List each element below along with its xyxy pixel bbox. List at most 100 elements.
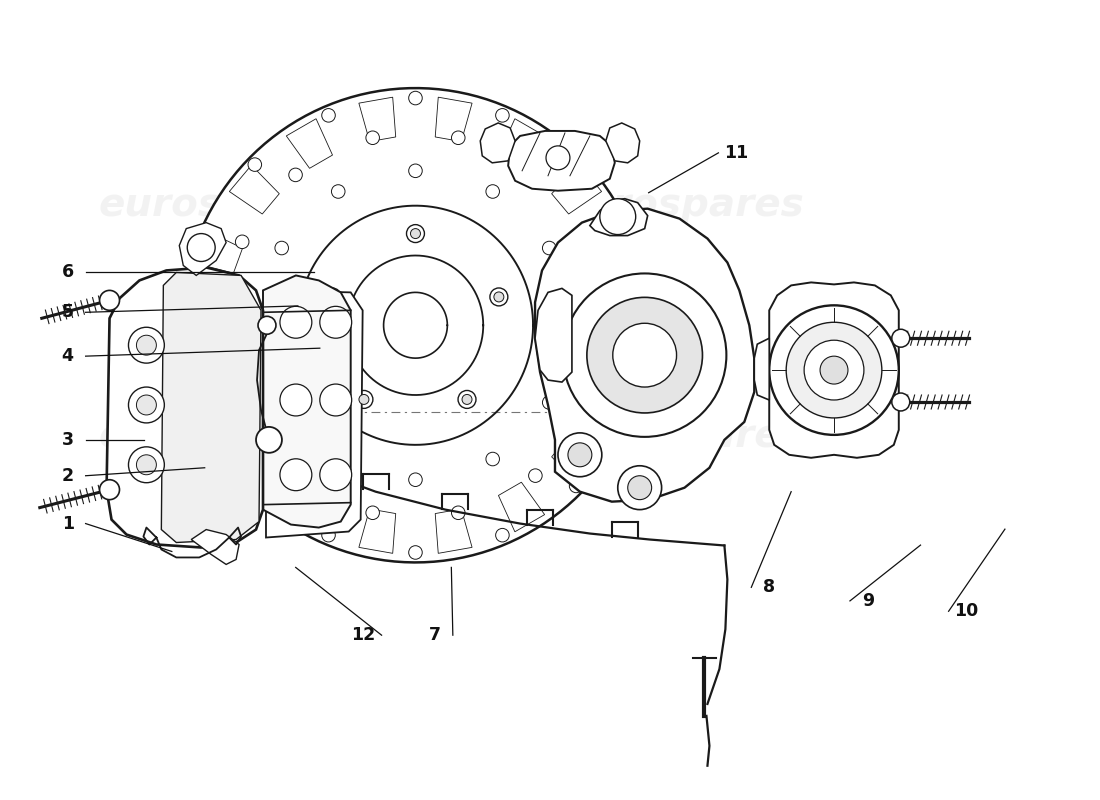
Circle shape bbox=[321, 109, 336, 122]
Circle shape bbox=[323, 288, 341, 306]
Circle shape bbox=[129, 327, 164, 363]
Circle shape bbox=[331, 452, 345, 466]
Circle shape bbox=[568, 443, 592, 466]
Circle shape bbox=[100, 290, 120, 310]
Text: 3: 3 bbox=[62, 431, 74, 449]
Text: 5: 5 bbox=[62, 303, 74, 322]
Circle shape bbox=[235, 235, 249, 249]
Circle shape bbox=[136, 395, 156, 415]
Circle shape bbox=[821, 356, 848, 384]
Circle shape bbox=[892, 330, 910, 347]
Circle shape bbox=[570, 158, 583, 171]
Text: 8: 8 bbox=[763, 578, 776, 596]
Circle shape bbox=[320, 306, 352, 338]
Text: 4: 4 bbox=[62, 347, 74, 365]
Circle shape bbox=[558, 433, 602, 477]
PathPatch shape bbox=[436, 97, 472, 142]
Circle shape bbox=[182, 318, 195, 332]
PathPatch shape bbox=[551, 165, 602, 214]
PathPatch shape bbox=[588, 231, 636, 273]
Circle shape bbox=[407, 225, 425, 242]
Circle shape bbox=[289, 168, 302, 182]
Circle shape bbox=[587, 298, 703, 413]
Circle shape bbox=[804, 340, 864, 400]
PathPatch shape bbox=[107, 267, 263, 547]
Circle shape bbox=[359, 394, 369, 405]
Circle shape bbox=[136, 455, 156, 474]
Circle shape bbox=[321, 528, 336, 542]
Circle shape bbox=[320, 458, 352, 490]
PathPatch shape bbox=[359, 509, 396, 554]
Text: 11: 11 bbox=[724, 144, 748, 162]
PathPatch shape bbox=[266, 290, 363, 538]
Circle shape bbox=[256, 427, 282, 453]
Text: 2: 2 bbox=[62, 466, 74, 485]
Circle shape bbox=[136, 335, 156, 355]
Circle shape bbox=[582, 235, 595, 249]
Text: 1: 1 bbox=[62, 514, 74, 533]
PathPatch shape bbox=[498, 482, 544, 532]
PathPatch shape bbox=[551, 437, 602, 486]
Text: 9: 9 bbox=[861, 592, 875, 610]
Circle shape bbox=[563, 318, 576, 332]
Circle shape bbox=[248, 158, 262, 171]
PathPatch shape bbox=[769, 282, 899, 458]
PathPatch shape bbox=[604, 308, 644, 342]
Circle shape bbox=[600, 198, 636, 234]
Text: eurospares: eurospares bbox=[98, 417, 344, 455]
Circle shape bbox=[601, 318, 615, 332]
Circle shape bbox=[613, 323, 676, 387]
PathPatch shape bbox=[359, 97, 396, 142]
Circle shape bbox=[275, 396, 288, 410]
Polygon shape bbox=[182, 88, 650, 562]
Text: eurospares: eurospares bbox=[559, 417, 804, 455]
Circle shape bbox=[563, 274, 726, 437]
PathPatch shape bbox=[286, 118, 332, 168]
Circle shape bbox=[129, 447, 164, 482]
Circle shape bbox=[366, 131, 379, 145]
Circle shape bbox=[409, 91, 422, 105]
PathPatch shape bbox=[286, 482, 332, 532]
Text: 10: 10 bbox=[955, 602, 979, 620]
Circle shape bbox=[628, 476, 651, 500]
Circle shape bbox=[410, 229, 420, 238]
Circle shape bbox=[199, 406, 212, 419]
Circle shape bbox=[258, 316, 276, 334]
Circle shape bbox=[542, 242, 556, 255]
Circle shape bbox=[636, 318, 649, 332]
Circle shape bbox=[529, 168, 542, 182]
PathPatch shape bbox=[191, 530, 239, 565]
Circle shape bbox=[496, 528, 509, 542]
PathPatch shape bbox=[187, 308, 227, 342]
Circle shape bbox=[100, 480, 120, 500]
Circle shape bbox=[546, 146, 570, 170]
Circle shape bbox=[409, 473, 422, 486]
Text: 6: 6 bbox=[62, 263, 74, 282]
Circle shape bbox=[542, 396, 556, 410]
Circle shape bbox=[462, 394, 472, 405]
Polygon shape bbox=[384, 292, 448, 358]
Circle shape bbox=[409, 164, 422, 178]
Circle shape bbox=[486, 452, 499, 466]
Circle shape bbox=[366, 506, 379, 519]
PathPatch shape bbox=[481, 123, 515, 163]
Circle shape bbox=[769, 306, 899, 435]
Circle shape bbox=[289, 469, 302, 482]
PathPatch shape bbox=[195, 231, 242, 273]
Circle shape bbox=[217, 318, 230, 332]
Circle shape bbox=[355, 390, 373, 409]
Circle shape bbox=[582, 402, 595, 415]
Circle shape bbox=[529, 469, 542, 482]
Circle shape bbox=[618, 466, 661, 510]
PathPatch shape bbox=[588, 378, 636, 419]
PathPatch shape bbox=[498, 118, 544, 168]
PathPatch shape bbox=[508, 131, 615, 190]
PathPatch shape bbox=[606, 123, 640, 163]
Polygon shape bbox=[348, 255, 483, 395]
PathPatch shape bbox=[436, 509, 472, 554]
Circle shape bbox=[248, 479, 262, 493]
PathPatch shape bbox=[263, 275, 351, 527]
Circle shape bbox=[235, 402, 249, 415]
Circle shape bbox=[786, 322, 882, 418]
Circle shape bbox=[458, 390, 476, 409]
